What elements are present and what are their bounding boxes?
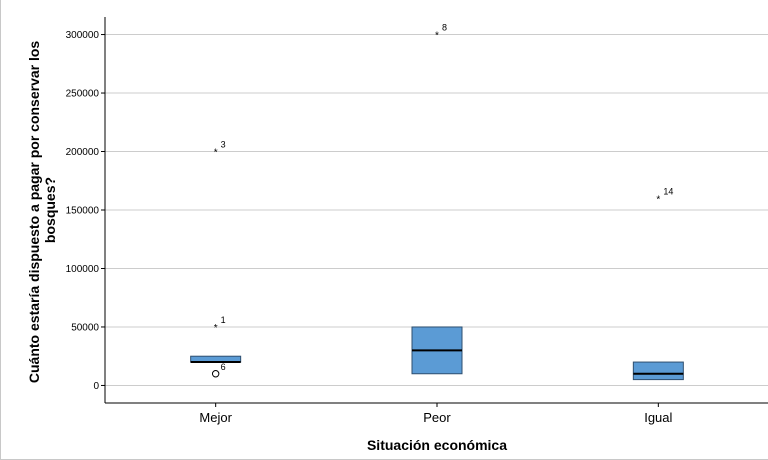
- box-peor: [411, 326, 463, 375]
- y-tick-label: 150000: [66, 206, 100, 217]
- y-tick-label: 250000: [66, 89, 100, 100]
- axis-layer: 0 50000 100000 150000 200000 250000 300000 Mejo…: [66, 17, 768, 425]
- box-iqr: [632, 361, 684, 381]
- x-axis-title: Situación económica: [367, 437, 507, 453]
- grid-layer: [105, 34, 768, 386]
- box-mejor: [190, 355, 242, 364]
- x-tick-label: Igual: [644, 410, 672, 425]
- box-igual: [632, 361, 684, 381]
- outlier-label: 8: [442, 23, 447, 33]
- outlier-label: 6: [221, 362, 226, 372]
- x-tick-label: Peor: [423, 410, 451, 425]
- y-axis-title: Cuánto estaría dispuesto a pagar por con…: [26, 37, 58, 383]
- y-tick-label: 200000: [66, 147, 100, 158]
- y-tick-label: 300000: [66, 30, 100, 41]
- box-layer: [190, 326, 684, 381]
- outlier-star: *: [656, 194, 660, 205]
- outlier-star: *: [214, 323, 218, 334]
- y-tick-label: 0: [93, 381, 99, 392]
- x-tick-label: Mejor: [199, 410, 232, 425]
- outlier-star: *: [214, 148, 218, 159]
- y-axis-title-line-2: bosques?: [42, 177, 58, 243]
- outlier-circle: [211, 370, 220, 378]
- label-layer: *3*16*8*14: [211, 23, 673, 378]
- y-axis-title-line-1: Cuánto estaría dispuesto a pagar por con…: [26, 41, 42, 384]
- outlier-star: *: [435, 31, 439, 42]
- y-tick-label: 50000: [71, 322, 99, 333]
- outlier-label: 3: [221, 140, 226, 150]
- outlier-label: 14: [663, 186, 673, 196]
- outlier-label: 1: [221, 315, 226, 325]
- y-tick-label: 100000: [66, 264, 100, 275]
